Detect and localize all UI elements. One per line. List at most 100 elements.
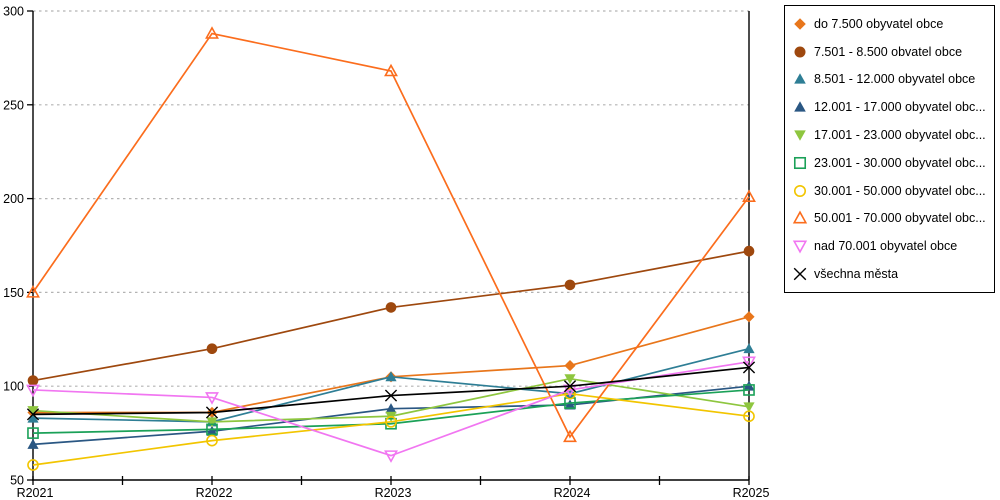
legend-marker-icon [794, 46, 806, 58]
legend-label: 12.001 - 17.000 obyvatel obc... [814, 100, 986, 115]
marker-circle-open-icon [793, 184, 807, 197]
legend-label: 17.001 - 23.000 obyvatel obc... [814, 128, 986, 143]
marker-triangle-up-open-icon [792, 211, 808, 224]
marker-triangle-up-filled-icon [743, 343, 755, 354]
legend-marker-icon [792, 240, 808, 254]
x-stroke [563, 380, 577, 393]
x-tick-label: R2024 [554, 486, 591, 500]
marker-triangle-up-filled-icon [385, 371, 397, 382]
marker-circle-open-icon [206, 434, 218, 447]
marker-x-icon [742, 361, 756, 374]
legend-marker-icon [793, 184, 807, 197]
y-tick-label: 150 [3, 286, 24, 300]
marker-triangle-down-open-icon [384, 450, 398, 463]
marker-circle-open-icon [385, 416, 397, 428]
y-tick-label: 250 [3, 98, 24, 112]
legend-item: 17.001 - 23.000 obyvatel obc... [792, 122, 994, 149]
legend-marker-icon [794, 101, 806, 112]
marker-triangle-up-open-icon [26, 285, 40, 298]
x-stroke [26, 408, 40, 421]
series-line-7 [32, 32, 750, 439]
marker-triangle-up-filled-icon [564, 399, 576, 410]
y-tick-label: 200 [3, 192, 24, 206]
x-stroke [793, 267, 807, 281]
legend-item: 8.501 - 12.000 obyvatel obce [792, 66, 994, 93]
legend-marker-icon [793, 267, 807, 281]
legend: do 7.500 obyvatel obce 7.501 - 8.500 obva… [784, 5, 995, 293]
legend-item: 12.001 - 17.000 obyvatel obc... [792, 94, 994, 121]
legend-marker-icon [792, 211, 808, 224]
legend-item: 30.001 - 50.000 obyvatel obc... [792, 177, 994, 204]
marker-triangle-down-filled-icon [564, 374, 576, 385]
legend-label: všechna města [814, 267, 899, 282]
legend-marker-icon [794, 18, 806, 30]
legend-label: do 7.500 obyvatel obce [814, 16, 944, 31]
legend-item: nad 70.001 obyvatel obce [792, 233, 994, 260]
y-tick-label: 50 [10, 474, 24, 488]
marker-triangle-down-filled-icon [794, 130, 806, 141]
marker-x-icon [26, 408, 40, 421]
marker-triangle-up-open-icon [384, 63, 398, 77]
x-tick-label: R2021 [17, 486, 54, 500]
x-stroke [742, 361, 756, 374]
legend-item: všechna města [792, 261, 994, 288]
marker-diamond-filled-icon [564, 359, 576, 372]
marker-triangle-down-open-icon [742, 356, 756, 370]
x-tick-label: R2023 [375, 486, 412, 500]
marker-triangle-down-open-icon [792, 240, 808, 254]
marker-diamond-filled-icon [794, 18, 806, 30]
legend-marker-icon [793, 156, 807, 169]
x-stroke [384, 389, 398, 402]
marker-circle-filled-icon [564, 279, 576, 291]
legend-item: do 7.500 obyvatel obce [792, 10, 994, 37]
legend-label: 23.001 - 30.000 obyvatel obc... [814, 155, 986, 170]
marker-square-open-icon [206, 423, 218, 436]
marker-triangle-down-filled-icon [743, 402, 755, 413]
marker-triangle-up-filled-icon [794, 101, 806, 112]
series-line-1 [32, 250, 750, 382]
series-line-5 [32, 389, 750, 434]
legend-label: 50.001 - 70.000 obyvatel obc... [814, 211, 986, 226]
marker-x-icon [793, 267, 807, 281]
legend-label: 30.001 - 50.000 obyvatel obc... [814, 183, 986, 198]
legend-marker-icon [794, 73, 806, 85]
x-tick-label: R2025 [733, 486, 770, 500]
legend-item: 7.501 - 8.500 obvatel obce [792, 38, 994, 65]
marker-x-icon [205, 406, 219, 419]
marker-triangle-down-open-icon [205, 392, 219, 405]
x-stroke [205, 406, 219, 419]
marker-triangle-up-open-icon [563, 429, 577, 443]
marker-square-open-icon [27, 427, 39, 439]
legend-marker-icon [794, 130, 806, 141]
marker-diamond-filled-icon [743, 311, 755, 323]
marker-triangle-up-filled-icon [27, 438, 39, 449]
marker-triangle-down-filled-icon [27, 406, 39, 417]
y-tick-label: 100 [3, 380, 24, 394]
marker-triangle-up-open-icon [742, 189, 756, 203]
marker-circle-filled-icon [206, 343, 218, 354]
legend-item: 23.001 - 30.000 obyvatel obc... [792, 149, 994, 176]
marker-circle-filled-icon [743, 245, 755, 257]
marker-triangle-up-filled-icon [794, 73, 806, 85]
y-tick-label: 300 [3, 5, 24, 19]
legend-label: 8.501 - 12.000 obyvatel obce [814, 72, 976, 87]
legend-item: 50.001 - 70.000 obyvatel obc... [792, 205, 994, 232]
legend-label: nad 70.001 obyvatel obce [814, 239, 958, 254]
legend-label: 7.501 - 8.500 obvatel obce [814, 44, 963, 59]
marker-circle-open-icon [27, 459, 39, 471]
marker-circle-filled-icon [385, 302, 397, 313]
marker-triangle-up-filled-icon [385, 403, 397, 414]
marker-x-icon [384, 389, 398, 402]
marker-triangle-up-open-icon [205, 26, 219, 39]
marker-circle-open-icon [743, 410, 755, 423]
series-line-6 [32, 392, 750, 466]
marker-circle-filled-icon [794, 46, 806, 58]
marker-x-icon [563, 380, 577, 393]
marker-square-open-icon [793, 156, 807, 169]
marker-circle-filled-icon [27, 375, 39, 386]
marker-square-open-icon [743, 384, 755, 396]
marker-circle-open-icon [564, 387, 576, 400]
marker-triangle-up-filled-icon [206, 425, 218, 436]
